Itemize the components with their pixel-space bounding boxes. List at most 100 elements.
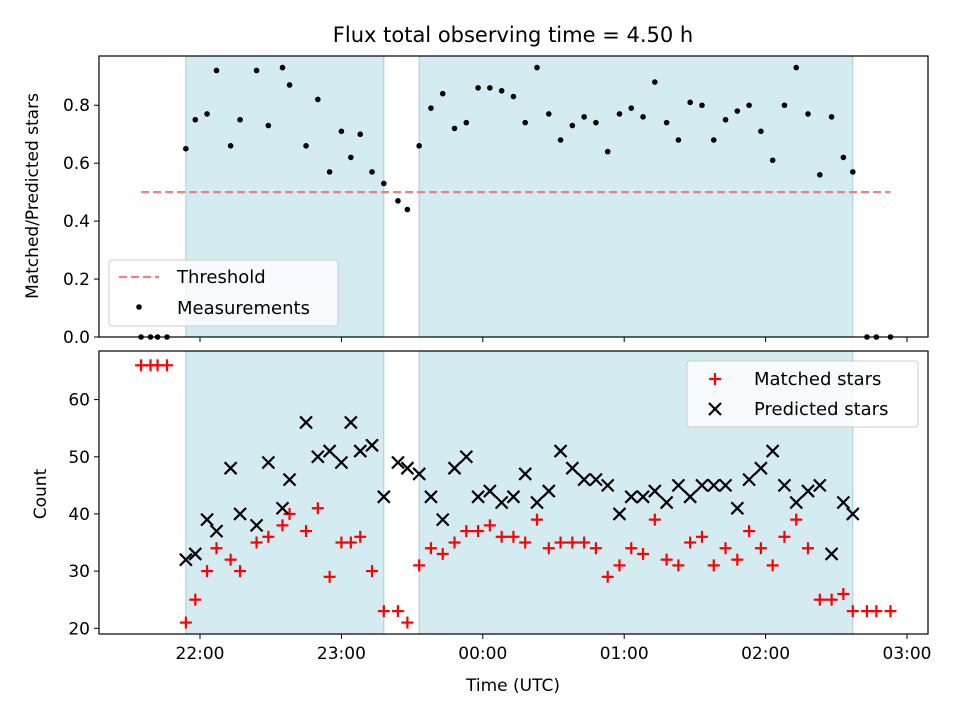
measurement-point (475, 85, 481, 91)
predicted-star-marker (789, 495, 804, 510)
predicted-star-marker (589, 472, 603, 487)
measurement-point (463, 119, 470, 126)
matched-star-marker (542, 542, 555, 555)
matched-star-marker (448, 536, 461, 549)
matched-star-marker (413, 559, 426, 572)
matched-star-marker (601, 570, 614, 583)
matched-star-marker (323, 570, 336, 583)
matched-star-marker (766, 559, 779, 572)
measurement-point (840, 154, 847, 161)
matched-star-marker (234, 565, 247, 578)
matched-star-marker (578, 536, 591, 549)
measurement-point (237, 116, 243, 123)
matched-star-marker (189, 593, 202, 606)
predicted-star-marker (299, 415, 313, 430)
measurement-point (498, 87, 505, 94)
matched-star-marker (519, 536, 532, 549)
predicted-star-marker (518, 467, 532, 481)
matched-star-marker (719, 542, 732, 555)
matched-star-marker (825, 593, 838, 606)
measurement-point (746, 102, 752, 109)
measurement-point (734, 108, 741, 114)
measurement-point (593, 119, 599, 126)
predicted-star-marker (447, 461, 462, 475)
measurement-point (357, 131, 364, 138)
observing-window-band (418, 55, 854, 338)
measurement-point (326, 169, 333, 175)
matched-star-marker (613, 559, 626, 572)
legend-matched-label: Matched stars (754, 369, 881, 390)
chart-title: Flux total observing time = 4.50 h (333, 23, 693, 47)
predicted-star-marker (765, 444, 780, 458)
matched-star-marker (507, 530, 520, 543)
bottom-y-axis-label: Count (31, 468, 51, 519)
predicted-star-marker (718, 478, 733, 493)
predicted-star-marker (742, 472, 756, 487)
measurement-point (817, 171, 823, 178)
measurement-point (828, 114, 835, 120)
predicted-star-marker (777, 478, 792, 493)
x-tick-label: 02:00 (741, 644, 790, 664)
bottom-panel: 20 30 40 50 60 22:00 23:00 00:00 01:00 02:00 03:0… (31, 350, 932, 696)
measurement-point (652, 79, 658, 85)
matched-star-marker (460, 525, 473, 538)
x-tick-label: 01:00 (600, 644, 649, 664)
measurement-point (628, 105, 635, 111)
matched-star-marker (846, 605, 859, 618)
matched-star-marker (778, 530, 791, 543)
measurement-point (710, 137, 717, 143)
matched-star-marker (695, 530, 708, 543)
legend-predicted-label: Predicted stars (754, 399, 888, 420)
predicted-star-marker (836, 495, 851, 510)
predicted-star-marker (249, 518, 264, 533)
predicted-star-marker (435, 512, 450, 527)
predicted-star-marker (754, 461, 768, 475)
measurement-point (227, 143, 234, 149)
measurement-point (604, 148, 611, 155)
measurement-point (404, 206, 411, 213)
top-panel: 0.00.20.40.60.8 Matched/Predicted stars … (23, 55, 929, 348)
matched-star-marker (802, 542, 815, 555)
matched-star-marker (813, 593, 826, 606)
measurement-point (183, 145, 189, 152)
matched-star-marker (743, 525, 756, 538)
legend-measurements-label: Measurements (177, 298, 310, 319)
predicted-star-marker (261, 455, 276, 470)
predicted-star-marker (494, 495, 509, 510)
predicted-star-marker (322, 444, 337, 458)
matched-star-marker (566, 536, 579, 549)
measurement-point (439, 90, 446, 97)
measurement-point (303, 143, 309, 149)
matched-star-marker (161, 359, 174, 372)
matched-star-marker (201, 565, 214, 578)
measurement-point (663, 119, 670, 126)
measurement-point (428, 105, 434, 111)
predicted-star-marker (636, 490, 650, 504)
measurement-point (416, 143, 422, 149)
top-axes-frame (98, 55, 929, 338)
measurement-point (769, 157, 776, 164)
predicted-star-marker (706, 478, 721, 493)
matched-star-marker (870, 605, 883, 618)
predicted-star-marker (311, 449, 325, 464)
bottom-y-axis: 20 30 40 50 60 (68, 391, 99, 639)
measurement-point (699, 102, 705, 109)
measurement-point (687, 99, 693, 106)
top-y-axis: 0.0 0.2 0.4 0.6 0.8 (63, 96, 99, 348)
predicted-star-marker (659, 495, 674, 510)
x-tick-label: 03:00 (883, 644, 932, 664)
matched-star-marker (210, 542, 223, 555)
matched-star-marker (660, 553, 673, 566)
matched-star-marker (531, 513, 544, 526)
y-tick-label: 50 (68, 448, 90, 468)
predicted-star-marker (424, 490, 438, 504)
measurement-point (369, 169, 375, 175)
predicted-star-marker (344, 415, 358, 430)
predicted-star-marker (377, 490, 391, 504)
matched-star-marker (377, 605, 390, 618)
predicted-star-marker (553, 444, 568, 458)
measurement-point (569, 122, 576, 129)
matched-star-marker (366, 565, 379, 578)
y-tick-label: 20 (68, 619, 90, 639)
measurement-point (581, 114, 587, 120)
